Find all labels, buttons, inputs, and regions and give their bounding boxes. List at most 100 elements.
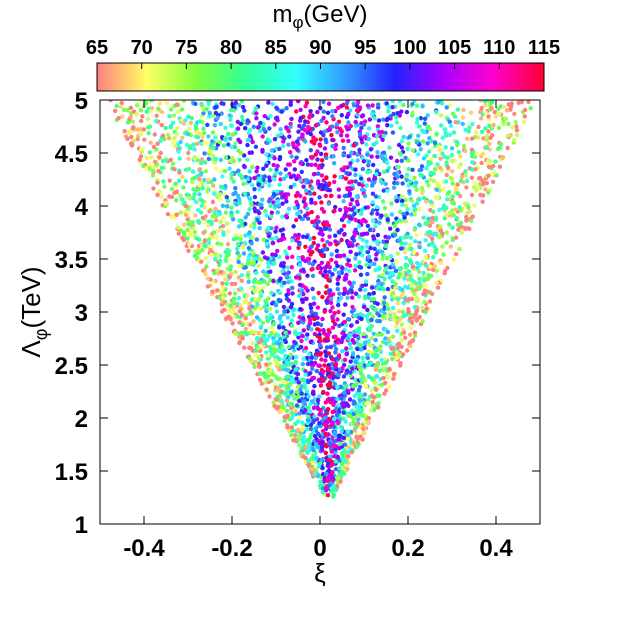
data-point: [315, 265, 320, 271]
data-point: [449, 208, 455, 213]
data-point: [318, 461, 323, 466]
data-point: [179, 118, 184, 123]
data-point: [326, 328, 331, 333]
data-point: [202, 242, 207, 248]
data-point: [444, 205, 449, 210]
data-point: [233, 190, 238, 195]
data-point: [365, 257, 370, 263]
data-point: [361, 304, 367, 310]
data-point: [303, 139, 308, 144]
data-point: [297, 275, 302, 280]
data-point: [138, 108, 144, 113]
data-point: [336, 270, 341, 275]
data-point: [243, 215, 248, 220]
data-point: [498, 142, 504, 147]
data-point: [335, 317, 340, 322]
data-point: [368, 360, 374, 365]
data-point: [323, 358, 328, 363]
data-point: [354, 199, 360, 204]
data-point: [344, 368, 350, 373]
data-point: [318, 479, 323, 484]
data-point: [390, 100, 395, 104]
data-point: [185, 227, 190, 233]
data-point: [294, 109, 299, 114]
data-point: [469, 175, 474, 180]
data-point: [281, 364, 287, 369]
data-point: [307, 443, 312, 448]
data-point: [274, 105, 279, 111]
data-point: [339, 129, 344, 134]
data-point: [358, 132, 363, 137]
data-point: [385, 217, 390, 222]
data-point: [490, 133, 495, 138]
data-point: [420, 139, 426, 144]
data-point: [282, 391, 287, 396]
data-point: [481, 136, 486, 141]
data-point: [516, 100, 521, 106]
data-point: [325, 463, 330, 468]
data-point: [257, 280, 263, 285]
data-point: [486, 173, 491, 178]
data-point: [355, 413, 361, 418]
data-point: [327, 381, 333, 386]
data-point: [300, 316, 306, 321]
data-point: [167, 178, 172, 183]
data-point: [505, 145, 510, 151]
data-point: [315, 327, 320, 332]
data-point: [329, 462, 335, 467]
data-point: [434, 268, 439, 274]
data-point: [463, 148, 468, 154]
data-point: [279, 320, 284, 325]
data-point: [318, 322, 324, 328]
data-point: [430, 219, 435, 225]
data-point: [474, 130, 479, 135]
data-point: [245, 157, 250, 162]
data-point: [218, 121, 223, 127]
data-point: [420, 190, 425, 196]
data-point: [229, 214, 234, 219]
data-point: [422, 116, 428, 122]
data-point: [135, 137, 140, 142]
data-point: [379, 281, 384, 287]
data-point: [407, 316, 413, 321]
data-point: [514, 124, 519, 129]
data-point: [270, 195, 275, 200]
data-point: [355, 444, 360, 449]
data-point: [297, 398, 302, 404]
data-point: [430, 240, 435, 246]
data-point: [194, 236, 199, 241]
data-point: [368, 246, 373, 251]
data-point: [358, 368, 363, 373]
data-point: [149, 155, 154, 160]
data-point: [300, 361, 305, 367]
data-point: [160, 133, 166, 138]
data-point: [363, 219, 368, 224]
data-point: [181, 185, 186, 190]
data-point: [432, 153, 438, 159]
data-point: [138, 131, 144, 137]
data-point: [289, 116, 294, 122]
data-point: [391, 111, 396, 117]
data-point: [379, 357, 384, 363]
data-point: [265, 256, 270, 261]
data-point: [170, 120, 176, 126]
data-point: [345, 429, 350, 434]
data-point: [289, 238, 295, 243]
data-point: [349, 150, 354, 155]
data-point: [275, 199, 280, 204]
data-point: [312, 383, 317, 389]
data-point: [284, 125, 289, 130]
data-point: [267, 394, 272, 399]
data-point: [351, 416, 356, 421]
data-point: [351, 143, 356, 148]
data-point: [470, 214, 475, 219]
data-point: [414, 140, 419, 145]
data-point: [361, 430, 366, 435]
data-point: [317, 394, 322, 399]
data-point: [400, 352, 406, 357]
data-point: [482, 180, 487, 186]
data-point: [128, 105, 133, 111]
data-point: [275, 189, 280, 194]
data-point: [205, 141, 211, 146]
data-point: [350, 352, 356, 357]
